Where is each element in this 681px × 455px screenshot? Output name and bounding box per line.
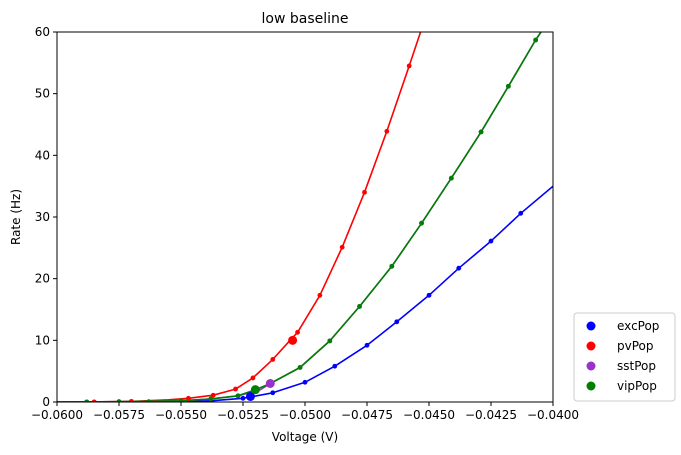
sample-point-vipPop [505, 83, 511, 89]
x-tick-label: −0.0400 [527, 408, 579, 422]
sample-point-pvPop [317, 292, 323, 298]
legend-label-pvPop: pvPop [617, 339, 654, 353]
sample-point-vipPop [357, 304, 362, 309]
sample-point-pvPop [362, 189, 367, 195]
sample-point-vipPop [533, 37, 539, 43]
y-tick-label: 50 [35, 87, 50, 101]
y-tick-label: 20 [35, 272, 50, 286]
y-tick-label: 40 [35, 148, 50, 162]
x-tick-label: −0.0575 [93, 408, 145, 422]
sample-point-vipPop [178, 398, 184, 402]
sample-point-vipPop [116, 399, 122, 402]
x-tick-label: −0.0525 [217, 408, 269, 422]
sample-point-excPop [240, 395, 246, 401]
legend-marker-sstPop [586, 361, 596, 371]
legend-marker-pvPop [586, 341, 596, 351]
sample-point-excPop [270, 390, 276, 396]
plot-area [57, 32, 553, 402]
chart-title: low baseline [262, 11, 349, 27]
legend-label-excPop: excPop [617, 319, 659, 333]
x-tick-label: −0.0475 [341, 408, 393, 422]
sample-point-vipPop [419, 220, 424, 226]
operating-point-vipPop [250, 385, 260, 395]
sample-point-pvPop [295, 329, 300, 335]
sample-point-vipPop [478, 129, 484, 135]
sample-point-excPop [426, 292, 432, 298]
x-tick-label: −0.0550 [155, 408, 207, 422]
points-layer [84, 37, 539, 402]
sample-point-vipPop [297, 365, 303, 370]
sample-point-pvPop [210, 392, 216, 398]
y-tick-label: 0 [42, 395, 50, 409]
x-tick-label: −0.0600 [31, 408, 83, 422]
sample-point-excPop [488, 238, 494, 244]
x-tick-label: −0.0450 [403, 408, 455, 422]
sample-point-excPop [332, 363, 338, 369]
sample-point-excPop [364, 342, 370, 348]
y-axis: 0 10 20 30 40 50 60 [35, 25, 57, 409]
y-tick-label: 30 [35, 210, 50, 224]
sample-point-vipPop [146, 399, 152, 402]
sample-point-pvPop [250, 375, 256, 381]
y-tick-label: 60 [35, 25, 50, 39]
sample-point-vipPop [208, 396, 214, 402]
operating-point-sstPop [265, 379, 275, 388]
sample-point-pvPop [339, 244, 345, 250]
legend: excPop pvPop sstPop vipPop [573, 312, 676, 402]
legend-label-vipPop: vipPop [617, 379, 657, 393]
legend-marker-vipPop [586, 381, 596, 391]
sample-point-excPop [456, 265, 462, 271]
sample-point-vipPop [327, 338, 333, 344]
sample-point-pvPop [186, 395, 191, 401]
sample-point-pvPop [406, 63, 412, 69]
sample-point-excPop [394, 319, 400, 325]
legend-marker-excPop [586, 321, 596, 331]
legend-frame [573, 312, 676, 402]
sample-point-pvPop [233, 386, 238, 392]
legend-label-sstPop: sstPop [617, 359, 656, 373]
x-axis: −0.0600 −0.0575 −0.0550 −0.0525 −0.0500 −0.04… [31, 402, 579, 422]
y-axis-label: Rate (Hz) [9, 189, 23, 245]
operating-point-excPop [245, 391, 255, 401]
sample-point-excPop [302, 379, 308, 385]
x-tick-label: −0.0425 [465, 408, 517, 422]
sample-point-vipPop [448, 175, 454, 181]
sample-point-vipPop [235, 393, 241, 399]
x-axis-label: Voltage (V) [272, 430, 338, 444]
x-tick-label: −0.0500 [279, 408, 331, 422]
sample-point-excPop [518, 210, 524, 216]
sample-point-pvPop [129, 398, 134, 402]
operating-point-pvPop [288, 335, 298, 345]
sample-point-pvPop [384, 128, 390, 134]
y-tick-label: 10 [35, 333, 50, 347]
sample-point-vipPop [389, 263, 395, 269]
operating-points-layer [245, 335, 298, 401]
sample-point-vipPop [84, 399, 90, 402]
sample-point-pvPop [91, 399, 97, 402]
sample-point-pvPop [270, 357, 276, 362]
